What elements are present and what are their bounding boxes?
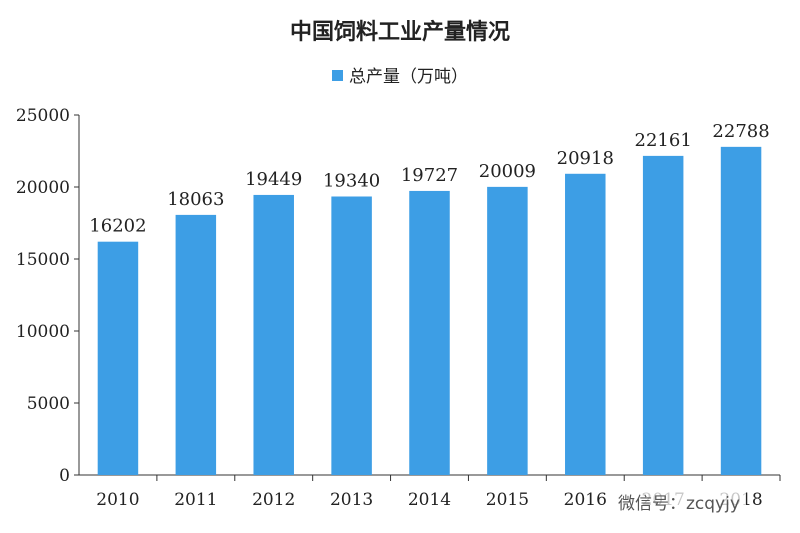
x-tick-label: 2016 (564, 490, 607, 510)
bar-data-label: 20918 (557, 148, 614, 169)
y-tick-label: 5000 (27, 394, 70, 414)
chart-title: 中国饲料工业产量情况 (289, 20, 510, 45)
bar (97, 241, 139, 475)
bar (331, 196, 372, 475)
bar (487, 186, 528, 475)
bar (720, 146, 762, 476)
y-tick-label: 20000 (16, 178, 70, 198)
bar (409, 190, 450, 475)
x-tick-label: 2015 (486, 490, 529, 510)
bar (642, 155, 684, 476)
legend-label: 总产量（万吨） (349, 67, 468, 87)
chart-legend: 总产量（万吨） (0, 62, 800, 87)
x-tick-label: 2011 (174, 490, 217, 510)
bar (253, 194, 294, 476)
x-tick-label: 2014 (408, 490, 451, 510)
bar (565, 173, 606, 475)
wechat-watermark: 微信号：zcqyjy (612, 487, 746, 516)
y-tick-label: 15000 (16, 250, 70, 270)
x-tick-label: 2010 (96, 490, 139, 510)
bar-data-label: 19727 (401, 165, 458, 186)
bar-data-label: 16202 (89, 216, 146, 237)
bar-data-label: 19449 (245, 169, 302, 190)
bar (175, 214, 217, 475)
y-tick-label: 10000 (16, 322, 70, 342)
bar-data-label: 22788 (712, 121, 769, 142)
y-tick-label: 0 (59, 466, 70, 486)
legend-swatch (332, 70, 343, 81)
bar-data-label: 19340 (323, 171, 380, 192)
x-tick-label: 2013 (330, 490, 373, 510)
bar-data-label: 18063 (167, 189, 224, 210)
y-tick-label: 25000 (16, 106, 70, 126)
bar-data-label: 22161 (635, 130, 692, 151)
x-tick-label: 2012 (252, 490, 295, 510)
bar-data-label: 20009 (479, 161, 536, 182)
